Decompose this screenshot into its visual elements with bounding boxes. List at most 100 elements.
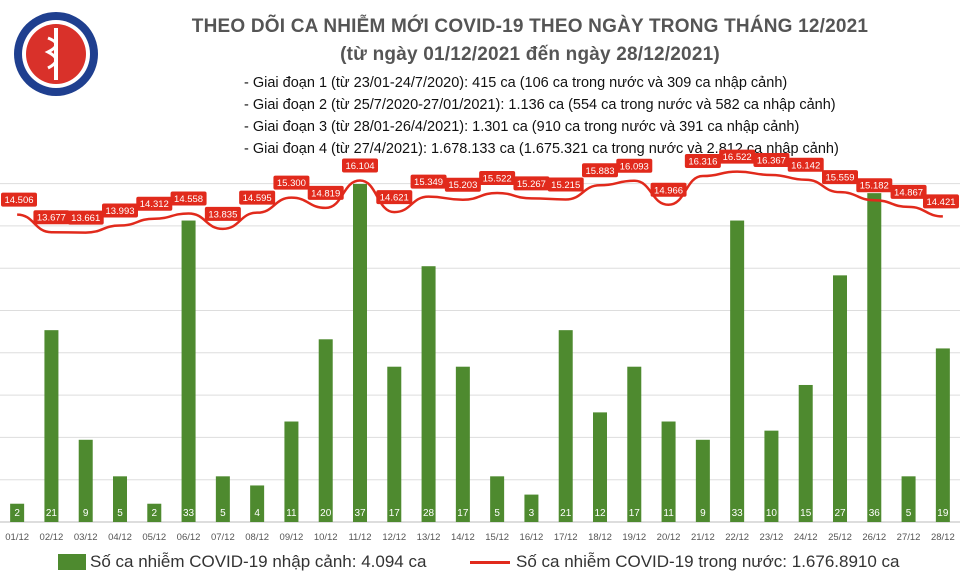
x-tick-label: 07/12 <box>211 532 235 543</box>
line-value-box <box>513 176 550 191</box>
bar <box>44 330 59 522</box>
bar-value-label: 19 <box>937 508 949 519</box>
line-value-label: 16.104 <box>345 161 374 172</box>
bar-value-label: 21 <box>560 508 572 519</box>
bar-value-label: 5 <box>220 508 226 519</box>
bar <box>78 439 93 522</box>
x-tick-label: 06/12 <box>177 532 201 543</box>
bar-value-label: 33 <box>183 508 195 519</box>
line-value-label: 15.215 <box>551 180 580 191</box>
x-tick-label: 18/12 <box>588 532 612 543</box>
bar-value-label: 33 <box>732 508 744 519</box>
bar <box>661 421 676 522</box>
phase-1-text: Giai đoạn 1 (từ 23/01-24/7/2020): 415 ca… <box>244 72 839 94</box>
line-value-box <box>923 194 959 209</box>
line-value-label: 15.203 <box>448 180 477 191</box>
bar-value-label: 20 <box>320 508 332 519</box>
bar <box>490 476 505 522</box>
bar-value-label: 36 <box>869 508 881 519</box>
line-value-box <box>204 206 241 221</box>
bar-value-label: 5 <box>494 508 500 519</box>
line-value-box <box>33 210 70 225</box>
line-value-box <box>136 196 173 211</box>
bar <box>421 266 436 522</box>
line-value-box <box>307 185 344 200</box>
x-tick-label: 08/12 <box>245 532 269 543</box>
bar <box>284 421 299 522</box>
x-tick-label: 12/12 <box>382 532 406 543</box>
x-tick-label: 04/12 <box>108 532 132 543</box>
chart-legend: Số ca nhiễm COVID-19 nhập cảnh: 4.094 ca… <box>0 550 960 574</box>
bar-value-label: 15 <box>800 508 812 519</box>
bar <box>558 330 573 522</box>
x-tick-label: 03/12 <box>74 532 98 543</box>
bar-value-label: 4 <box>254 508 260 519</box>
legend-line-label: Số ca nhiễm COVID-19 trong nước: 1.676.8… <box>516 552 900 571</box>
bar-value-label: 11 <box>286 508 297 519</box>
line-value-label: 15.300 <box>277 178 306 189</box>
bar-value-label: 12 <box>594 508 606 519</box>
line-value-box <box>170 191 207 206</box>
line-value-box <box>376 190 413 205</box>
chart-subtitle: (từ ngày 01/12/2021 đến ngày 28/12/2021) <box>340 44 720 65</box>
bar-value-label: 10 <box>766 508 778 519</box>
x-tick-label: 23/12 <box>760 532 784 543</box>
legend-bar-label: Số ca nhiễm COVID-19 nhập cảnh: 4.094 ca <box>90 552 427 571</box>
bar <box>627 366 642 522</box>
legend-line-swatch <box>470 561 510 564</box>
line-value-box <box>890 184 927 199</box>
legend-bar-swatch <box>58 554 86 570</box>
x-tick-label: 26/12 <box>862 532 886 543</box>
x-tick-label: 09/12 <box>280 532 304 543</box>
x-tick-label: 28/12 <box>931 532 955 543</box>
line-value-box <box>410 174 447 189</box>
line-value-label: 15.522 <box>483 173 512 184</box>
bar-value-label: 5 <box>117 508 123 519</box>
bar <box>867 193 882 522</box>
ministry-of-health-logo <box>14 12 98 96</box>
line-value-label: 15.182 <box>860 181 889 192</box>
line-value-label: 13.677 <box>37 213 66 224</box>
line-value-box <box>787 157 824 172</box>
x-tick-label: 21/12 <box>691 532 715 543</box>
x-tick-label: 11/12 <box>348 532 371 543</box>
x-tick-label: 24/12 <box>794 532 818 543</box>
line-value-label: 14.966 <box>654 185 683 196</box>
x-tick-label: 25/12 <box>828 532 852 543</box>
line-value-box <box>856 178 893 193</box>
line-value-label: 15.349 <box>414 177 443 188</box>
line-value-box <box>1 192 37 207</box>
phase-2-text: Giai đoạn 2 (từ 25/7/2020-27/01/2021): 1… <box>244 94 839 116</box>
line-value-label: 16.142 <box>791 160 820 171</box>
x-tick-label: 15/12 <box>485 532 509 543</box>
x-tick-label: 01/12 <box>5 532 29 543</box>
bar <box>798 384 813 522</box>
x-tick-label: 05/12 <box>142 532 166 543</box>
bar-value-label: 17 <box>389 508 401 519</box>
x-tick-label: 19/12 <box>622 532 646 543</box>
bar <box>730 220 745 523</box>
line-value-box <box>479 170 516 185</box>
bar <box>181 220 196 523</box>
line-value-box <box>547 177 584 192</box>
line-value-box <box>342 158 378 173</box>
bar <box>935 348 950 522</box>
bar <box>387 366 402 522</box>
line-value-label: 15.559 <box>825 173 854 184</box>
bar <box>695 439 710 522</box>
line-value-label: 16.093 <box>620 161 649 172</box>
x-tick-label: 02/12 <box>40 532 64 543</box>
bar <box>833 275 847 522</box>
bar-value-label: 2 <box>152 508 158 519</box>
bar-value-label: 3 <box>529 508 535 519</box>
line-value-box <box>684 154 721 169</box>
bar <box>524 494 539 522</box>
line-value-label: 14.421 <box>926 197 955 208</box>
x-tick-label: 27/12 <box>897 532 921 543</box>
bar <box>10 503 25 522</box>
line-value-label: 14.819 <box>311 188 340 199</box>
phase-summary: Giai đoạn 1 (từ 23/01-24/7/2020): 415 ca… <box>244 72 839 160</box>
bar-value-label: 9 <box>700 508 706 519</box>
phase-3-text: Giai đoạn 3 (từ 28/01-26/4/2021): 1.301 … <box>244 116 839 138</box>
x-tick-label: 17/12 <box>554 532 578 543</box>
